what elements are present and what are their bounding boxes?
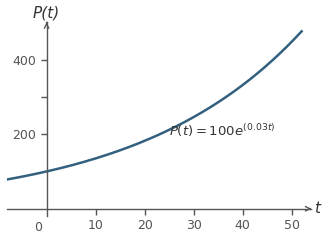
Text: t: t [314, 201, 320, 216]
Text: P(t): P(t) [33, 5, 60, 21]
Text: 0: 0 [34, 221, 42, 234]
Text: $P(t) = 100e^{(0.03t)}$: $P(t) = 100e^{(0.03t)}$ [169, 122, 276, 139]
